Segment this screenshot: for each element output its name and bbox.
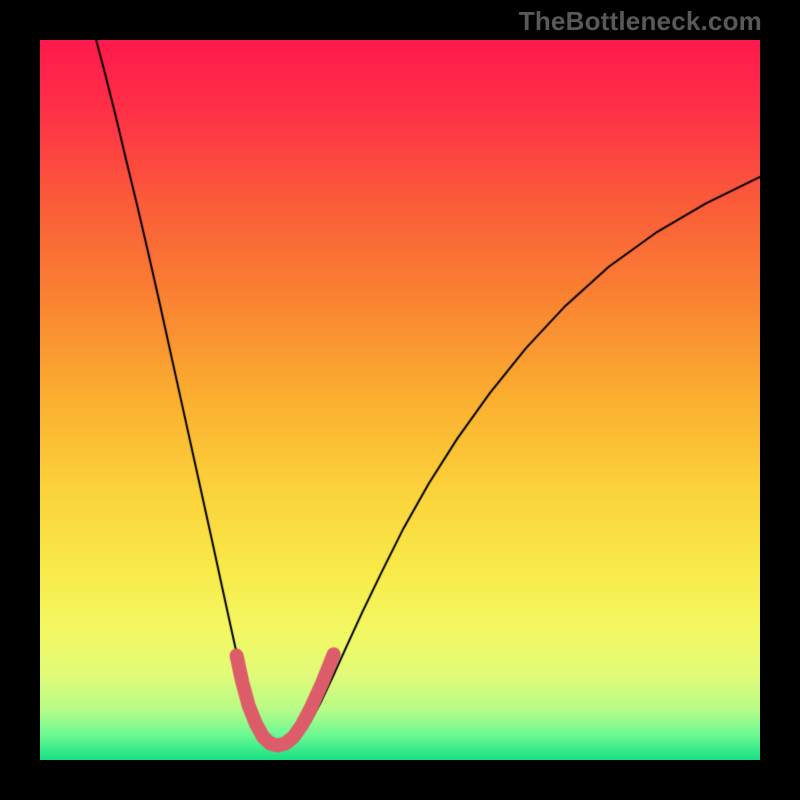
plot-area (40, 40, 760, 760)
watermark-text: TheBottleneck.com (519, 6, 762, 37)
chart-root: TheBottleneck.com (0, 0, 800, 800)
chart-canvas (40, 40, 760, 760)
